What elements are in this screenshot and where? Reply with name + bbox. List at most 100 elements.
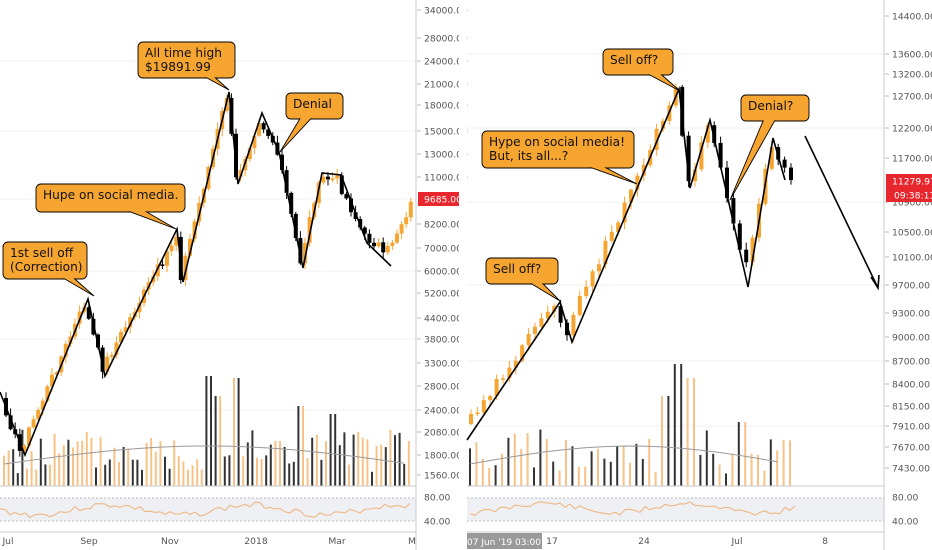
candle-body bbox=[100, 347, 105, 372]
volume-bar bbox=[371, 471, 373, 486]
volume-bar bbox=[725, 473, 727, 486]
volume-bar bbox=[95, 467, 97, 486]
price-axis-label: 2080.00 bbox=[424, 428, 462, 439]
volume-bar bbox=[173, 440, 176, 486]
volume-bar bbox=[223, 456, 226, 486]
candle-body bbox=[114, 342, 119, 355]
volume-bar bbox=[352, 434, 355, 486]
candle-body bbox=[545, 311, 550, 319]
volume-bar bbox=[228, 455, 231, 486]
rsi-axis-label: 40.00 bbox=[424, 517, 450, 528]
candle-body bbox=[399, 224, 404, 234]
candle-body bbox=[705, 125, 710, 143]
candle-body bbox=[622, 202, 627, 223]
volume-bar bbox=[590, 451, 593, 486]
right-annotation-sell-off-2-box-fill bbox=[603, 49, 673, 75]
candle-body bbox=[188, 238, 192, 256]
candle-body bbox=[712, 125, 717, 143]
volume-bar bbox=[348, 464, 350, 486]
right-panel: 14400.00 13600.00 13200.00 12700.00 12200.00… bbox=[466, 0, 932, 550]
time-axis-label: Nov bbox=[161, 536, 179, 547]
volume-bar bbox=[648, 439, 651, 486]
volume-bar bbox=[16, 473, 19, 486]
left-annotation-ath-box-fill bbox=[138, 42, 235, 78]
left-annotation-denial-box-fill bbox=[286, 93, 343, 119]
current-price-tag bbox=[886, 174, 932, 188]
price-axis-label: 28000.00 bbox=[424, 34, 468, 45]
price-axis-label: 10100.00 bbox=[892, 253, 932, 264]
volume-bar bbox=[552, 461, 555, 486]
volume-bar bbox=[187, 469, 189, 486]
candle-body bbox=[565, 322, 569, 336]
right-volume-ma-line bbox=[469, 445, 778, 465]
candle-body bbox=[247, 148, 252, 160]
left-annotations: 1st sell off(Correction) Hupe on social m… bbox=[2, 41, 344, 297]
price-axis-label: 21000.00 bbox=[424, 80, 468, 91]
volume-bar bbox=[513, 433, 516, 486]
volume-bar bbox=[343, 432, 346, 486]
candle-body bbox=[160, 264, 165, 266]
left-rsi-line bbox=[0, 501, 411, 519]
volume-bar bbox=[127, 448, 130, 486]
right-price-axis: 14400.00 13600.00 13200.00 12700.00 12200.00… bbox=[885, 12, 932, 528]
price-axis-label: 13200.00 bbox=[892, 70, 932, 81]
candle-body bbox=[385, 246, 390, 253]
volume-bar bbox=[357, 431, 360, 486]
left-annotation-sell-off-text: 1st sell off bbox=[10, 246, 74, 260]
volume-bar bbox=[712, 453, 715, 486]
volume-bar bbox=[311, 437, 314, 486]
volume-bar bbox=[274, 441, 277, 486]
candle-body bbox=[481, 400, 486, 413]
volume-bar bbox=[320, 459, 323, 486]
candle-body bbox=[744, 249, 749, 263]
candle-body bbox=[40, 400, 45, 411]
volume-bar bbox=[325, 441, 327, 486]
volume-bar bbox=[699, 454, 702, 486]
rsi-axis-label: 80.00 bbox=[424, 493, 450, 504]
candle-body bbox=[597, 264, 601, 272]
candle-body bbox=[571, 315, 576, 336]
candle-body bbox=[339, 175, 344, 195]
candle-body bbox=[349, 198, 353, 213]
candle-body bbox=[330, 178, 335, 180]
volume-bar bbox=[30, 451, 33, 486]
candle-body bbox=[376, 242, 381, 247]
volume-bar bbox=[205, 376, 208, 486]
candle-body bbox=[737, 223, 742, 250]
current-price-label: 9685.00 bbox=[424, 195, 462, 206]
left-annotation-sell-off-text: (Correction) bbox=[10, 260, 83, 274]
time-axis-label: 2018 bbox=[244, 536, 268, 547]
volume-bar bbox=[577, 466, 580, 486]
volume-bar bbox=[269, 444, 272, 486]
candle-body bbox=[63, 343, 68, 357]
price-axis-label: 14400.00 bbox=[892, 12, 932, 23]
volume-bar bbox=[237, 378, 240, 486]
candle-body bbox=[266, 129, 271, 136]
time-axis-label: Sep bbox=[80, 536, 97, 547]
right-annotations: Sell off? Hype on social media!But, its a… bbox=[481, 48, 810, 302]
volume-bar bbox=[191, 465, 194, 486]
price-axis-label: 34000.00 bbox=[424, 6, 468, 17]
candle-body bbox=[54, 372, 59, 375]
candle-body bbox=[284, 170, 289, 193]
volume-bar bbox=[731, 453, 734, 486]
volume-bar bbox=[53, 433, 56, 486]
candle-body bbox=[307, 217, 312, 243]
volume-bar bbox=[789, 440, 791, 486]
candle-body bbox=[507, 367, 512, 379]
volume-bar bbox=[104, 464, 107, 486]
candle-body bbox=[789, 167, 793, 181]
price-axis-label: 1800.00 bbox=[424, 451, 462, 462]
candle-body bbox=[335, 175, 340, 179]
price-axis-label: 9000.00 bbox=[892, 333, 930, 344]
price-axis-label: 7430.00 bbox=[892, 464, 930, 475]
candle-body bbox=[584, 286, 589, 297]
candle-body bbox=[372, 242, 376, 247]
volume-bar bbox=[58, 453, 61, 486]
price-axis-label: 11000.00 bbox=[424, 173, 468, 184]
price-axis-label: 5200.00 bbox=[424, 289, 462, 300]
candle-body bbox=[558, 306, 563, 323]
candle-body bbox=[731, 198, 736, 224]
candle-body bbox=[45, 386, 50, 401]
